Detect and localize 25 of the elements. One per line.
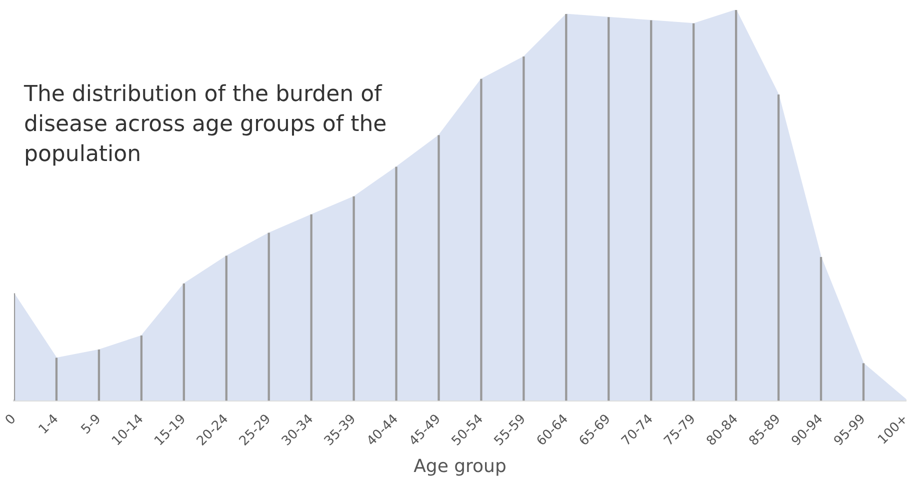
bar <box>438 135 440 401</box>
bar <box>140 335 143 401</box>
x-axis-title: Age group <box>414 456 506 477</box>
bar <box>98 350 100 401</box>
bar <box>268 232 270 401</box>
bar <box>480 78 482 401</box>
bar <box>395 166 398 401</box>
text: The distribution of the burden of disease across age groups of the population <box>24 81 388 169</box>
bar <box>352 196 355 401</box>
x-tick-label: 1-4 <box>36 412 62 438</box>
bar <box>692 23 695 401</box>
bar <box>522 56 525 401</box>
bar <box>820 256 822 401</box>
bar <box>55 358 58 401</box>
bar <box>310 214 312 401</box>
bar <box>777 94 780 401</box>
bar <box>862 363 865 401</box>
bar <box>650 20 652 401</box>
bar <box>565 14 568 401</box>
bar <box>182 284 185 401</box>
bar <box>734 10 738 401</box>
bar <box>608 17 610 401</box>
x-tick-label: 5-9 <box>78 412 104 438</box>
bar <box>225 256 228 401</box>
x-tick-label: 0 <box>2 412 20 428</box>
